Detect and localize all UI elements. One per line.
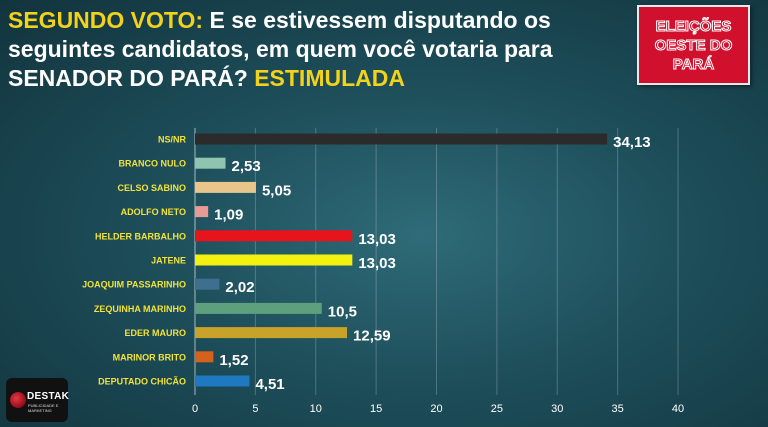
category-label: BRANCO NULO (119, 159, 187, 169)
destak-logo: DESTAK PUBLICIDADE E MARKETING (6, 378, 70, 422)
value-label: 1,52 (219, 352, 248, 369)
value-label: 13,03 (358, 231, 396, 248)
badge-line-1: ELEIÇÕES (655, 17, 732, 35)
x-tick-label: 15 (370, 403, 382, 415)
value-label: 34,13 (613, 134, 651, 151)
bar (195, 133, 608, 145)
x-tick-label: 0 (192, 403, 198, 415)
chart-grid (194, 128, 679, 395)
bar (195, 230, 353, 242)
bar (195, 351, 214, 363)
title-suffix: ESTIMULADA (247, 65, 405, 91)
badge-line-2: OESTE DO (654, 36, 733, 54)
bar (195, 375, 250, 387)
logo-subtitle: PUBLICIDADE E MARKETING (28, 403, 59, 413)
bar (195, 181, 256, 193)
value-label: 4,51 (255, 376, 284, 393)
category-label: JATENE (151, 256, 186, 266)
value-label: 2,02 (225, 279, 254, 296)
x-tick-label: 35 (612, 403, 624, 415)
category-label: DEPUTADO CHICÃO (98, 377, 186, 387)
x-tick-label: 10 (310, 403, 322, 415)
chart-ticks: 0 5 10 15 20 25 30 35 40 (192, 403, 684, 415)
category-label: MARINOR BRITO (113, 352, 186, 362)
category-label: ZEQUINHA MARINHO (94, 304, 186, 314)
x-tick-label: 25 (491, 403, 503, 415)
page-title: SEGUNDO VOTO: E se estivessem disputando… (8, 6, 608, 93)
elections-badge: ELEIÇÕES OESTE DO PARÁ (637, 5, 750, 85)
bar (195, 278, 220, 290)
chart-labels: NS/NR 34,13 BRANCO NULO 2,53 CELSO SABINO 5,0… (82, 134, 651, 393)
value-label: 5,05 (262, 182, 291, 199)
value-label: 13,03 (358, 255, 396, 272)
category-label: EDER MAURO (124, 328, 186, 338)
bar (195, 302, 322, 314)
bar (195, 327, 348, 339)
bar (195, 254, 353, 266)
value-label: 10,5 (328, 303, 357, 320)
bar (195, 157, 226, 169)
value-label: 1,09 (214, 207, 243, 224)
category-label: JOAQUIM PASSARINHO (82, 280, 186, 290)
x-tick-label: 30 (551, 403, 563, 415)
bar (195, 206, 209, 218)
x-tick-label: 5 (252, 403, 258, 415)
category-label: ADOLFO NETO (121, 207, 186, 217)
value-label: 2,53 (232, 158, 261, 175)
title-main: E se estivessem disputando os seguintes … (8, 7, 553, 91)
category-label: HELDER BARBALHO (95, 231, 186, 241)
value-label: 12,59 (353, 328, 391, 345)
x-tick-label: 20 (430, 403, 442, 415)
logo-name: DESTAK (27, 391, 70, 402)
title-prefix: SEGUNDO VOTO: (8, 7, 204, 33)
badge-line-3: PARÁ (672, 55, 715, 73)
logo-mark-icon (10, 392, 26, 408)
category-label: CELSO SABINO (117, 183, 186, 193)
x-tick-label: 40 (672, 403, 684, 415)
category-label: NS/NR (158, 135, 187, 145)
chart-bars (195, 133, 608, 387)
